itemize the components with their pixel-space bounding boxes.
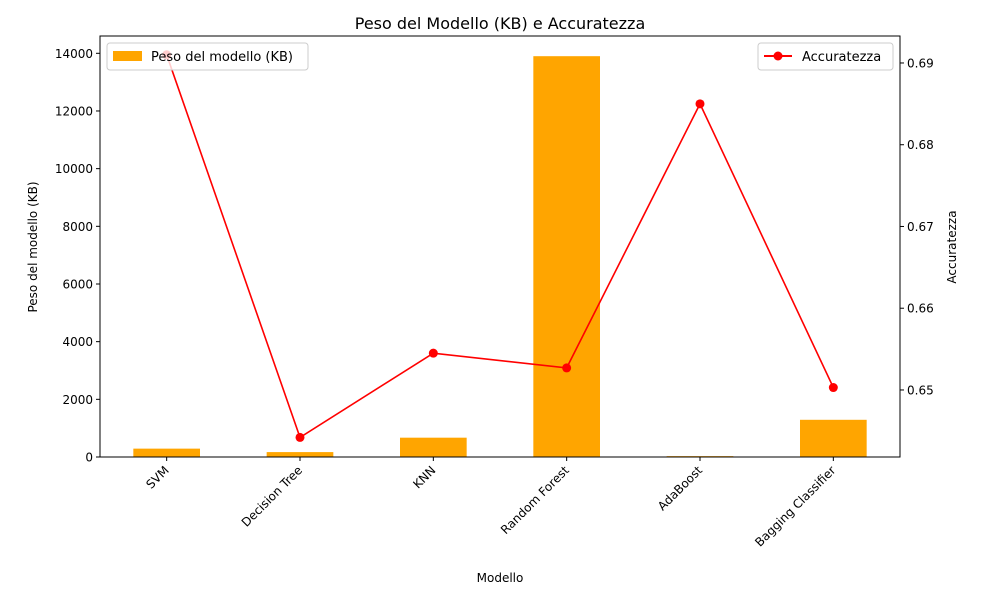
left-y-axis-label: Peso del modello (KB) [26,181,40,312]
bar-bagging-classifier [799,419,867,457]
right-y-axis: 0.65 0.66 0.67 0.68 0.69 [900,56,934,397]
legend-bars: Peso del modello (KB) [106,42,309,71]
chart-title: Peso del Modello (KB) e Accuratezza [355,14,646,33]
accuracy-point-decision-tree [295,432,305,442]
legend-bars-swatch [113,51,142,61]
left-tick-label: 14000 [55,47,93,61]
legend-bars-frame [106,42,309,71]
legend-line: Accuratezza [757,42,894,71]
bar-svm [133,448,201,457]
legend-line-label: Accuratezza [802,50,881,65]
left-tick-label: 0 [85,451,93,465]
x-axis-label: Modello [477,571,524,585]
accuracy-line [165,54,835,439]
legend-bars-label: Peso del modello (KB) [151,50,293,65]
bar-decision-tree [266,452,334,457]
bar-knn [399,437,467,457]
plot-area-frame [99,35,901,458]
right-tick-label: 0.69 [907,56,934,70]
left-tick-label: 2000 [62,393,93,407]
left-tick-label: 8000 [62,220,93,234]
right-tick-label: 0.65 [907,383,934,397]
accuracy-point-random-forest [562,363,572,373]
bar-random-forest [533,56,600,457]
legend-line-frame [757,42,894,71]
bars-layer [133,56,867,457]
right-tick-label: 0.66 [907,302,934,316]
right-tick-label: 0.68 [907,138,934,152]
accuracy-point-adaboost [695,99,705,109]
right-y-axis-label: Accuratezza [945,210,959,283]
left-tick-label: 12000 [55,104,93,118]
accuracy-point-knn [428,348,438,358]
left-tick-label: 10000 [55,162,93,176]
left-tick-label: 6000 [62,277,93,291]
accuracy-point-bagging-classifier [828,383,838,393]
left-y-axis: 0 2000 4000 6000 8000 10000 12000 14000 [55,47,100,465]
legend-line-marker [773,51,783,61]
right-tick-label: 0.67 [907,220,934,234]
left-tick-label: 4000 [62,335,93,349]
